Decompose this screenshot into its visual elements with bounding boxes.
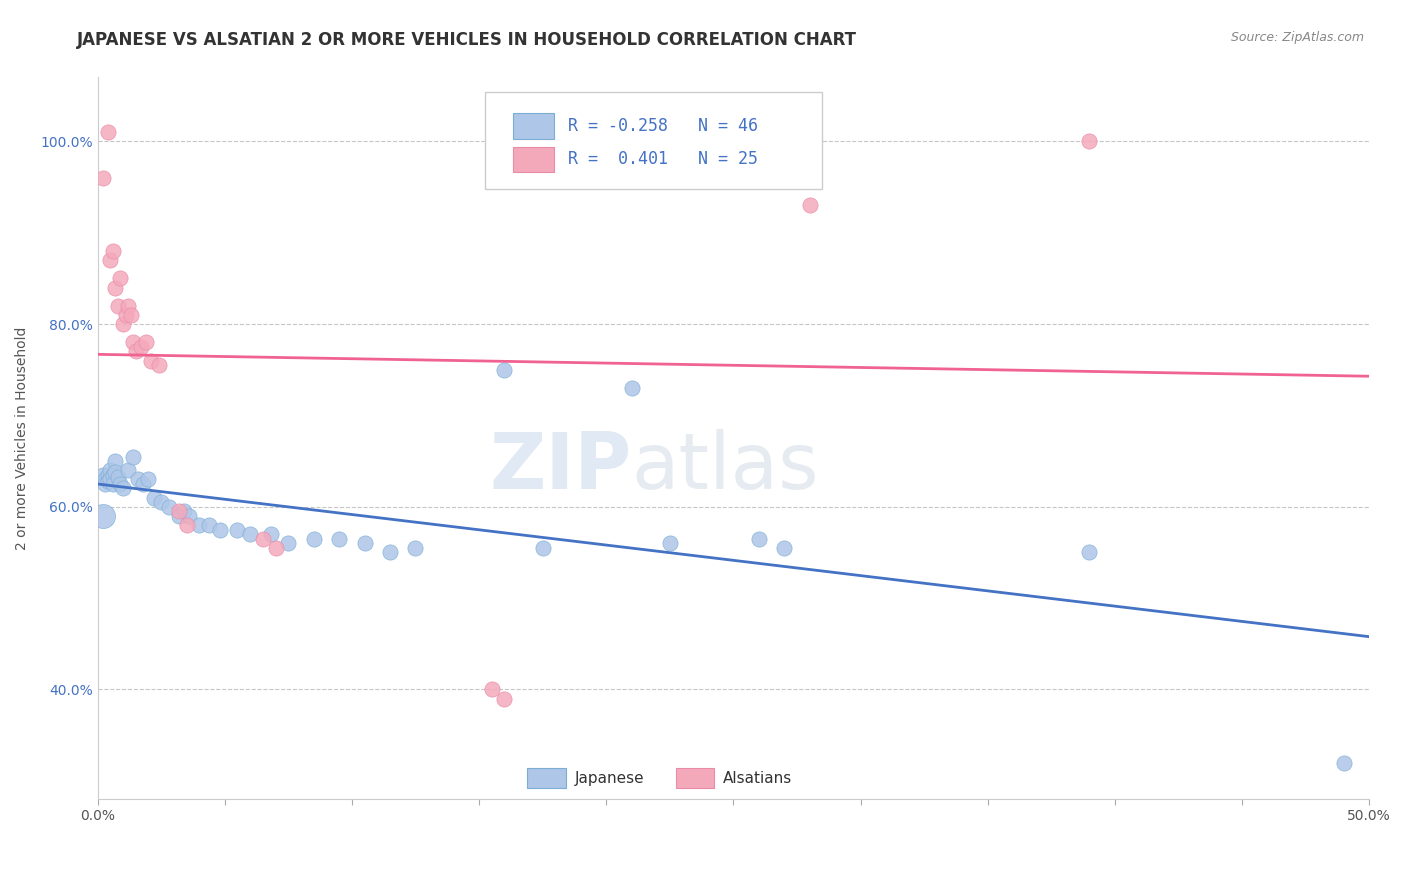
Point xyxy=(94,472,117,486)
Point xyxy=(239,527,262,541)
Point xyxy=(107,299,129,313)
Point xyxy=(122,335,145,350)
Point xyxy=(179,508,201,523)
Point xyxy=(277,536,299,550)
Point xyxy=(620,381,643,395)
Point xyxy=(114,308,136,322)
Point xyxy=(139,353,162,368)
Point xyxy=(104,465,127,479)
Point xyxy=(120,308,142,322)
Point xyxy=(148,358,170,372)
Point xyxy=(799,198,821,212)
Point xyxy=(1333,756,1355,770)
Point xyxy=(1078,545,1101,559)
Point xyxy=(117,299,139,313)
Point xyxy=(481,682,503,697)
Y-axis label: 2 or more Vehicles in Household: 2 or more Vehicles in Household xyxy=(15,326,30,550)
Point xyxy=(167,508,190,523)
Point xyxy=(97,125,120,139)
Point xyxy=(259,527,281,541)
Point xyxy=(167,504,190,518)
Point xyxy=(138,472,160,486)
Text: R = -0.258   N = 46: R = -0.258 N = 46 xyxy=(568,117,758,135)
Point xyxy=(101,467,124,482)
FancyBboxPatch shape xyxy=(513,113,554,138)
Point xyxy=(98,472,121,486)
Point xyxy=(494,363,516,377)
Point xyxy=(405,541,427,555)
FancyBboxPatch shape xyxy=(676,768,714,789)
Point xyxy=(91,170,114,185)
Point xyxy=(104,280,127,294)
Point xyxy=(353,536,375,550)
FancyBboxPatch shape xyxy=(513,146,554,172)
Point xyxy=(494,691,516,706)
Point xyxy=(107,469,129,483)
Point xyxy=(264,541,287,555)
Point xyxy=(125,344,148,359)
Point xyxy=(226,523,249,537)
Point xyxy=(104,454,127,468)
Point xyxy=(91,467,114,482)
Point xyxy=(252,532,274,546)
Point xyxy=(97,474,120,488)
Text: atlas: atlas xyxy=(631,429,820,505)
Point xyxy=(132,477,155,491)
FancyBboxPatch shape xyxy=(527,768,565,789)
Text: Source: ZipAtlas.com: Source: ZipAtlas.com xyxy=(1230,31,1364,45)
Text: R =  0.401   N = 25: R = 0.401 N = 25 xyxy=(568,150,758,168)
Point xyxy=(98,253,121,268)
Point xyxy=(531,541,554,555)
Text: JAPANESE VS ALSATIAN 2 OR MORE VEHICLES IN HOUSEHOLD CORRELATION CHART: JAPANESE VS ALSATIAN 2 OR MORE VEHICLES … xyxy=(77,31,858,49)
Point xyxy=(101,477,124,491)
Point xyxy=(328,532,350,546)
Point xyxy=(378,545,401,559)
Text: Alsatians: Alsatians xyxy=(723,772,793,787)
Point xyxy=(110,271,132,285)
Point xyxy=(94,477,117,491)
Point xyxy=(129,340,152,354)
Point xyxy=(110,477,132,491)
Point xyxy=(98,463,121,477)
Point xyxy=(173,504,195,518)
Point xyxy=(188,518,211,533)
Point xyxy=(157,500,180,514)
Point xyxy=(135,335,157,350)
Point xyxy=(773,541,796,555)
Point xyxy=(97,467,120,482)
Point xyxy=(142,491,165,505)
Text: Japanese: Japanese xyxy=(575,772,644,787)
Point xyxy=(658,536,681,550)
Point xyxy=(150,495,173,509)
Text: ZIP: ZIP xyxy=(489,429,631,505)
Point xyxy=(117,463,139,477)
Point xyxy=(91,508,114,523)
Point xyxy=(302,532,325,546)
Point xyxy=(101,244,124,258)
Point xyxy=(112,317,135,331)
FancyBboxPatch shape xyxy=(485,92,823,189)
Point xyxy=(127,472,149,486)
Point xyxy=(198,518,221,533)
Point xyxy=(112,482,135,496)
Point xyxy=(748,532,770,546)
Point xyxy=(1078,134,1101,148)
Point xyxy=(208,523,231,537)
Point xyxy=(176,518,198,533)
Point xyxy=(122,450,145,464)
